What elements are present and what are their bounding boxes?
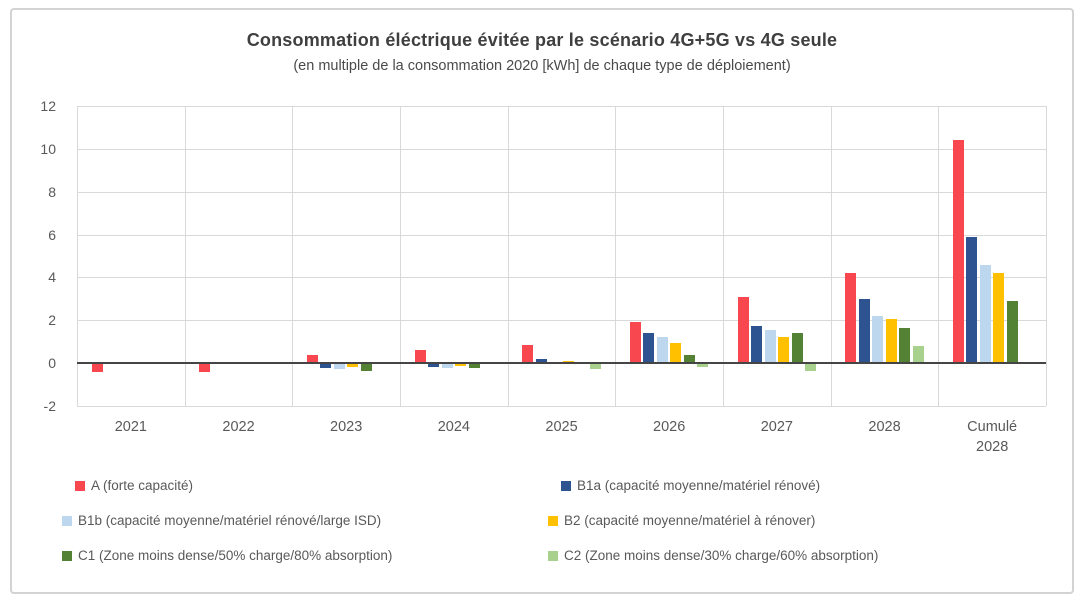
y-axis-tick-label: 4	[48, 269, 56, 286]
legend-color-swatch	[62, 550, 72, 561]
y-axis-tick-label: 6	[48, 226, 56, 243]
legend-label: A (forte capacité)	[91, 478, 194, 493]
bar-C2-2026	[697, 363, 709, 368]
legend-label: B1a (capacité moyenne/matériel rénové)	[577, 478, 821, 493]
plot-area	[77, 106, 1047, 407]
legend-color-swatch	[62, 515, 72, 526]
legend-label: C2 (Zone moins dense/30% charge/60% abso…	[564, 548, 879, 563]
y-axis-tick-label: 12	[40, 98, 56, 114]
bar-C1-2024	[468, 363, 480, 369]
bar-B2-2024	[455, 363, 467, 367]
bar-C2-2025	[589, 363, 601, 370]
y-axis-tick-label: -2	[43, 398, 56, 414]
category-gridline	[508, 106, 509, 406]
category-gridline	[723, 106, 724, 406]
category-gridline	[831, 106, 832, 406]
bar-B1a-2028	[858, 298, 870, 364]
legend-color-swatch	[75, 480, 85, 491]
legend-item: B1a (capacité moyenne/matériel rénové)	[548, 478, 1022, 493]
bar-B1b-2028	[872, 316, 884, 364]
y-gridline	[77, 106, 1046, 107]
category-gridline	[1046, 106, 1047, 406]
bar-A-2023	[306, 354, 318, 364]
y-axis-tick-label: 0	[48, 355, 56, 372]
category-gridline	[400, 106, 401, 406]
x-axis-label: 2028	[868, 419, 901, 435]
y-gridline	[77, 406, 1046, 407]
bar-C2-2028	[912, 346, 924, 364]
y-gridline	[77, 277, 1046, 279]
legend-item: B1b (capacité moyenne/matériel rénové/la…	[62, 513, 548, 528]
y-axis: 12 10 8 6 4 2 0 -2	[0, 98, 56, 414]
bar-B1b-2024	[441, 363, 453, 369]
chart-border-frame	[10, 8, 1074, 594]
legend-item: A (forte capacité)	[62, 478, 548, 493]
bar-C1-2026	[683, 354, 695, 364]
legend-item: C1 (Zone moins dense/50% charge/80% abso…	[62, 548, 548, 563]
y-axis-tick-label: 10	[40, 140, 56, 157]
chart-title: Consommation éléctrique évitée par le sc…	[246, 30, 838, 50]
bar-A-2022	[199, 363, 211, 372]
bar-C2-2027	[805, 363, 817, 371]
bar-B1b-2026	[656, 337, 668, 364]
category-gridline	[938, 106, 939, 406]
x-axis-label: 2027	[760, 419, 793, 435]
legend-item: B2 (capacité moyenne/matériel à rénover)	[548, 513, 1022, 528]
x-axis-label: 2024	[437, 419, 470, 435]
bar-B1a-2026	[643, 333, 655, 364]
y-gridline	[77, 320, 1046, 322]
bar-B1b-2027	[764, 329, 776, 364]
y-gridline	[77, 148, 1046, 150]
bar-A-2026	[629, 322, 641, 364]
chart-subtitle: (en multiple de la consommation 2020 [kW…	[293, 58, 791, 74]
legend-color-swatch	[561, 480, 571, 491]
bar-B2-2025	[562, 361, 574, 364]
bar-C1-Cumulé	[1006, 301, 1018, 364]
x-axis-label: 2025	[545, 419, 578, 435]
legend-color-swatch	[548, 550, 558, 561]
bar-B1b-Cumulé	[979, 264, 991, 364]
y-axis-tick-label: 2	[48, 312, 56, 329]
bar-A-2024	[414, 350, 426, 364]
y-axis-tick-label: 8	[48, 183, 56, 200]
bar-B2-2026	[670, 342, 682, 364]
chart-legend: A (forte capacité) B1a (capacité moyenne/…	[62, 478, 1022, 563]
bar-A-2028	[845, 273, 857, 364]
legend-item: C2 (Zone moins dense/30% charge/60% abso…	[548, 548, 1022, 563]
bar-B1a-2023	[320, 363, 332, 369]
legend-color-swatch	[548, 515, 558, 526]
x-axis-label: 2023	[330, 419, 363, 435]
bar-B1a-2027	[751, 325, 763, 364]
bar-B1a-Cumulé	[966, 236, 978, 364]
category-gridline	[292, 106, 293, 406]
bar-B1b-2023	[333, 363, 345, 370]
x-axis-label: Cumulé 2028	[967, 419, 1018, 455]
category-gridline	[77, 106, 78, 406]
bar-B2-2028	[885, 319, 897, 364]
category-gridline	[615, 106, 616, 406]
bar-A-Cumulé	[952, 140, 964, 364]
bar-A-2021	[91, 363, 103, 372]
legend-label: C1 (Zone moins dense/50% charge/80% abso…	[78, 548, 393, 563]
x-axis-label: 2026	[653, 419, 686, 435]
x-axis-label: 2022	[222, 419, 255, 435]
x-axis-line	[77, 362, 1046, 365]
bar-C1-2028	[899, 327, 911, 364]
y-gridline	[77, 234, 1046, 236]
y-gridline	[77, 191, 1046, 193]
legend-label: B2 (capacité moyenne/matériel à rénover)	[564, 513, 816, 528]
bar-B2-Cumulé	[993, 273, 1005, 364]
bar-C1-2027	[791, 333, 803, 364]
category-gridline	[185, 106, 186, 406]
bar-A-2025	[522, 344, 534, 364]
bar-B2-2023	[347, 363, 359, 368]
bar-B2-2027	[778, 337, 790, 364]
bar-B1a-2025	[535, 358, 547, 364]
bar-C1-2023	[360, 363, 372, 371]
legend-label: B1b (capacité moyenne/matériel rénové/la…	[78, 513, 382, 528]
bar-B1a-2024	[428, 363, 440, 368]
bar-A-2027	[737, 296, 749, 364]
x-axis-label: 2021	[114, 419, 147, 435]
